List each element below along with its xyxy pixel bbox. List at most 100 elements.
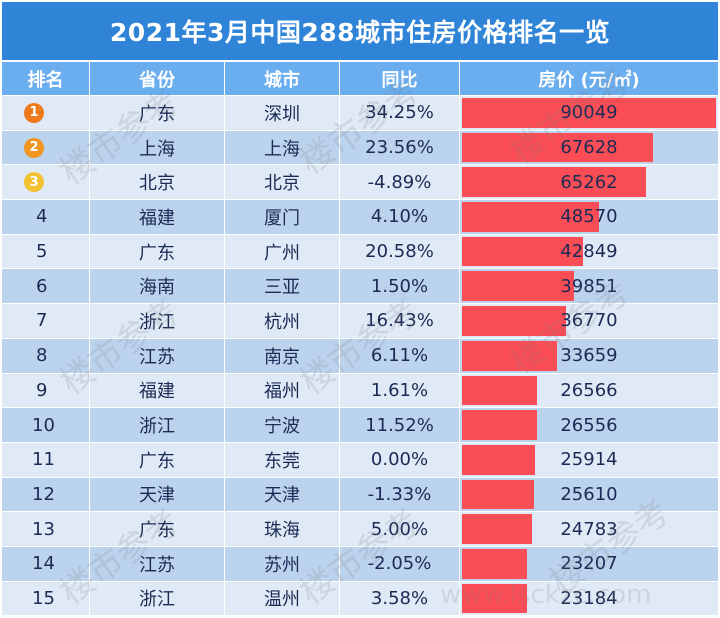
province-cell: 广东 — [90, 234, 225, 269]
header-rank: 排名 — [2, 62, 90, 95]
yoy-cell: 20.58% — [340, 234, 460, 269]
rank-medal-icon: 1 — [24, 102, 44, 123]
province-cell: 福建 — [90, 373, 225, 408]
price-bar — [462, 583, 528, 614]
rank-cell: 4 — [2, 200, 90, 234]
province-cell: 广东 — [90, 96, 225, 130]
price-value: 23207 — [560, 553, 618, 575]
rank-cell: 6 — [2, 269, 90, 304]
price-cell: 48570 — [460, 200, 718, 234]
price-value: 42849 — [560, 241, 618, 263]
price-value: 36770 — [560, 310, 618, 332]
rank-value: 5 — [36, 241, 48, 263]
price-cell: 26566 — [460, 374, 718, 408]
province-cell: 广东 — [90, 512, 225, 546]
rank-cell: 3 — [2, 165, 90, 200]
rank-value: 7 — [36, 310, 48, 332]
city-cell: 珠海 — [225, 512, 340, 546]
price-value: 26566 — [560, 379, 618, 401]
table-row: 2 上海 上海 23.56% 67628 — [2, 130, 718, 166]
city-cell: 杭州 — [225, 304, 340, 338]
price-cell: 25610 — [460, 478, 718, 512]
province-cell: 浙江 — [90, 581, 225, 616]
price-bar — [462, 548, 528, 579]
price-cell: 67628 — [460, 131, 718, 165]
rank-cell: 5 — [2, 234, 90, 269]
province-cell: 海南 — [90, 269, 225, 304]
price-cell: 90049 — [460, 96, 718, 130]
province-cell: 上海 — [90, 130, 225, 165]
rank-value: 4 — [36, 206, 48, 228]
price-cell: 33659 — [460, 339, 718, 373]
rank-value: 9 — [36, 379, 48, 401]
table-row: 4 福建 厦门 4.10% 48570 — [2, 200, 718, 235]
price-cell: 36770 — [460, 304, 718, 338]
price-value: 24783 — [560, 518, 618, 540]
price-ranking-table: 排名 省份 城市 同比 房价 (元/㎡) 1 广东 深圳 34.25% 9004… — [2, 62, 718, 617]
province-cell: 浙江 — [90, 408, 225, 442]
table-row: 8 江苏 南京 6.11% 33659 — [2, 338, 718, 374]
price-cell: 42849 — [460, 235, 718, 269]
yoy-cell: 23.56% — [340, 130, 460, 165]
city-cell: 厦门 — [225, 200, 340, 234]
table-row: 13 广东 珠海 5.00% 24783 — [2, 512, 718, 547]
header-yoy: 同比 — [340, 62, 460, 95]
price-value: 67628 — [560, 137, 618, 159]
province-cell: 北京 — [90, 165, 225, 200]
province-cell: 福建 — [90, 200, 225, 234]
table-row: 14 江苏 苏州 -2.05% 23207 — [2, 546, 718, 582]
price-cell: 65262 — [460, 165, 718, 199]
table-row: 9 福建 福州 1.61% 26566 — [2, 373, 718, 409]
price-cell: 23184 — [460, 582, 718, 616]
price-cell: 26556 — [460, 408, 718, 442]
province-cell: 天津 — [90, 477, 225, 512]
price-bar — [462, 167, 647, 198]
price-cell: 24783 — [460, 512, 718, 546]
rank-cell: 9 — [2, 373, 90, 408]
city-cell: 广州 — [225, 234, 340, 269]
table-row: 15 浙江 温州 3.58% 23184 — [2, 581, 718, 617]
rank-value: 13 — [32, 518, 55, 540]
city-cell: 苏州 — [225, 546, 340, 581]
province-cell: 江苏 — [90, 338, 225, 373]
price-cell: 25914 — [460, 443, 718, 477]
price-bar — [462, 340, 557, 371]
city-cell: 深圳 — [225, 96, 340, 130]
yoy-cell: 16.43% — [340, 304, 460, 338]
price-bar — [462, 236, 583, 267]
price-value: 23184 — [560, 587, 618, 609]
yoy-cell: 1.50% — [340, 269, 460, 304]
price-bar — [462, 132, 653, 163]
price-bar — [462, 444, 536, 475]
price-value: 26556 — [560, 414, 618, 436]
rank-medal-icon: 2 — [24, 137, 44, 158]
yoy-cell: 11.52% — [340, 408, 460, 442]
city-cell: 北京 — [225, 165, 340, 200]
rank-value: 12 — [32, 483, 55, 505]
price-bar — [462, 306, 566, 336]
table-row: 11 广东 东莞 0.00% 25914 — [2, 442, 718, 478]
table-row: 10 浙江 宁波 11.52% 26556 — [2, 408, 718, 443]
table-row: 7 浙江 杭州 16.43% 36770 — [2, 304, 718, 339]
city-cell: 天津 — [225, 477, 340, 512]
province-cell: 江苏 — [90, 546, 225, 581]
header-city: 城市 — [225, 62, 340, 95]
yoy-cell: 6.11% — [340, 338, 460, 373]
rank-value: 11 — [32, 449, 55, 471]
price-bar — [462, 410, 537, 440]
rank-value: 10 — [32, 414, 55, 436]
province-cell: 广东 — [90, 442, 225, 477]
header-price: 房价 (元/㎡) — [538, 69, 640, 91]
city-cell: 上海 — [225, 130, 340, 165]
price-bar — [462, 98, 717, 128]
price-value: 33659 — [560, 345, 618, 367]
yoy-cell: 34.25% — [340, 96, 460, 130]
province-cell: 浙江 — [90, 304, 225, 338]
price-value: 25914 — [560, 449, 618, 471]
header-row: 排名 省份 城市 同比 房价 (元/㎡) — [2, 62, 718, 96]
header-province: 省份 — [90, 62, 225, 95]
city-cell: 福州 — [225, 373, 340, 408]
price-bar — [462, 479, 535, 510]
yoy-cell: 0.00% — [340, 442, 460, 477]
table-row: 3 北京 北京 -4.89% 65262 — [2, 165, 718, 201]
